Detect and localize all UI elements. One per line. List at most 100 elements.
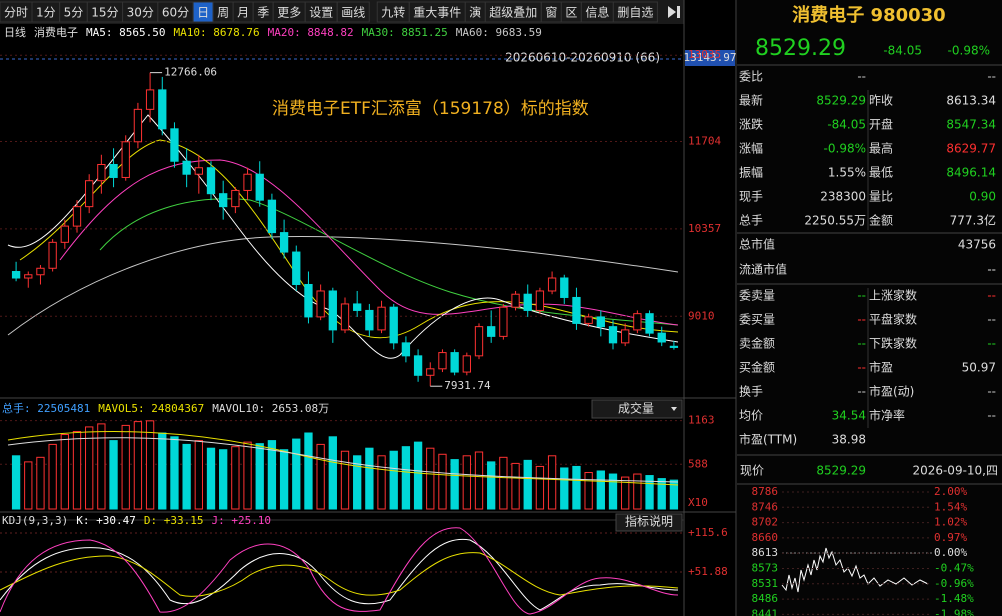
info-text: MA5: 8565.50 — [86, 26, 165, 39]
field-label: 市净率 — [869, 408, 905, 423]
kdj-button[interactable] — [615, 513, 683, 532]
volume-bar — [316, 443, 325, 510]
field-label: 涨跌 — [739, 117, 763, 132]
kdj-tick: +115.6 — [688, 526, 728, 539]
tool-label[interactable]: 60分 — [162, 6, 189, 20]
field-label: 量比 — [869, 190, 893, 204]
high-label: 12766.06 — [164, 66, 217, 79]
candle-body — [377, 306, 386, 331]
field-label: 最新 — [739, 93, 763, 108]
info-text: MA10: 8678.76 — [173, 26, 259, 39]
field-label: 委卖量 — [739, 289, 775, 303]
tool-label[interactable]: 1分 — [36, 6, 56, 20]
mini-tick: -0.47% — [934, 562, 974, 575]
volume-button-label[interactable]: 成交量 — [618, 401, 654, 416]
field-value: 50.97 — [962, 361, 996, 375]
field-value: -0.98% — [824, 142, 866, 156]
info-text: KDJ(9,3,3) — [2, 514, 68, 527]
tool-label[interactable]: 演 — [469, 5, 481, 20]
volume-bar — [170, 436, 179, 510]
tool-label[interactable]: 超级叠加 — [489, 5, 537, 20]
candle-body — [158, 89, 167, 130]
candle-body — [60, 225, 69, 243]
candle-body — [255, 173, 264, 201]
info-text: MAVOL10: 2653.08万 — [212, 402, 329, 415]
k-line — [0, 538, 679, 611]
candle-body — [328, 290, 337, 331]
volume-bar — [304, 432, 313, 510]
field-label: 上涨家数 — [869, 288, 917, 303]
candle-body — [621, 329, 630, 344]
candle-body — [389, 306, 398, 344]
j-line — [0, 527, 679, 615]
range-label: 20260610-20260910 (66) — [505, 51, 660, 65]
price-tick: 11704 — [688, 135, 721, 148]
volume-bar — [97, 423, 106, 510]
candle-body — [292, 251, 301, 285]
volume-bar — [365, 447, 374, 510]
candle-body — [36, 267, 45, 276]
volume-bar — [11, 455, 21, 510]
volume-bar — [584, 472, 593, 510]
field-value: 238300 — [820, 190, 866, 204]
tool-label[interactable]: 分时 — [4, 6, 28, 20]
volume-bar — [121, 424, 130, 510]
mini-tick: 8786 — [752, 485, 779, 498]
field-label: 委买量 — [739, 313, 775, 327]
volume-bar — [389, 450, 398, 510]
tool-label[interactable]: 区 — [565, 6, 577, 20]
tool-label[interactable]: 信息 — [585, 5, 609, 20]
mini-tick: 8441 — [752, 607, 779, 616]
field-value: 0.90 — [969, 190, 996, 204]
volume-bar — [523, 459, 532, 510]
tool-label[interactable]: 窗 — [545, 6, 557, 20]
candle-body — [109, 163, 118, 178]
tool-label[interactable]: 更多 — [277, 6, 301, 20]
field-value: -- — [987, 289, 996, 303]
tool-label[interactable]: 15分 — [91, 6, 118, 20]
tool-label[interactable]: 周 — [217, 6, 229, 20]
field-value: -84.05 — [827, 118, 866, 132]
tool-label[interactable]: 5分 — [64, 6, 84, 20]
tool-label[interactable]: 九转 — [381, 5, 405, 20]
tool-label[interactable]: 重大事件 — [413, 6, 461, 20]
tool-label[interactable]: 30分 — [127, 6, 154, 20]
volume-bar — [474, 451, 484, 510]
tool-label[interactable]: 季 — [257, 6, 269, 20]
mini-tick: 8613 — [752, 546, 779, 559]
mini-tick: 0.00% — [934, 546, 967, 559]
volume-bar — [462, 455, 471, 510]
candle-body — [560, 277, 569, 298]
field-label: 均价 — [739, 409, 763, 423]
price-box — [685, 50, 735, 66]
tool-button[interactable] — [612, 1, 658, 23]
play-icon[interactable] — [668, 6, 680, 18]
volume-bar — [487, 461, 496, 510]
candle-body — [474, 326, 484, 357]
candle-body — [206, 167, 216, 195]
tool-label[interactable]: 删自选 — [617, 6, 653, 20]
tool-label[interactable]: 月 — [237, 6, 249, 20]
tool-label[interactable]: 设置 — [309, 6, 333, 20]
annotation: 消费电子ETF汇添富（159178）标的指数 — [272, 99, 589, 119]
info-text: 总手: 22505481 — [2, 401, 90, 415]
candle-body — [535, 290, 545, 311]
top-price: 13143.97 — [684, 51, 737, 64]
tool-label[interactable]: 画线 — [341, 6, 365, 20]
mini-tick: 1.02% — [934, 516, 967, 529]
tool-label[interactable]: 日 — [197, 6, 209, 20]
tool-button[interactable] — [336, 1, 370, 23]
now-label: 现价 — [740, 464, 764, 478]
volume-bar — [657, 478, 666, 510]
candle-body — [48, 241, 57, 269]
volume-bar — [255, 443, 264, 510]
candle-body — [11, 271, 21, 279]
volume-button[interactable] — [591, 399, 683, 419]
volume-bar — [243, 441, 252, 510]
volume-bar — [231, 446, 240, 510]
volume-bar — [633, 473, 642, 510]
kdj-button-label[interactable]: 指标说明 — [625, 514, 673, 529]
volume-bar — [219, 449, 228, 510]
candle-body — [572, 296, 581, 324]
